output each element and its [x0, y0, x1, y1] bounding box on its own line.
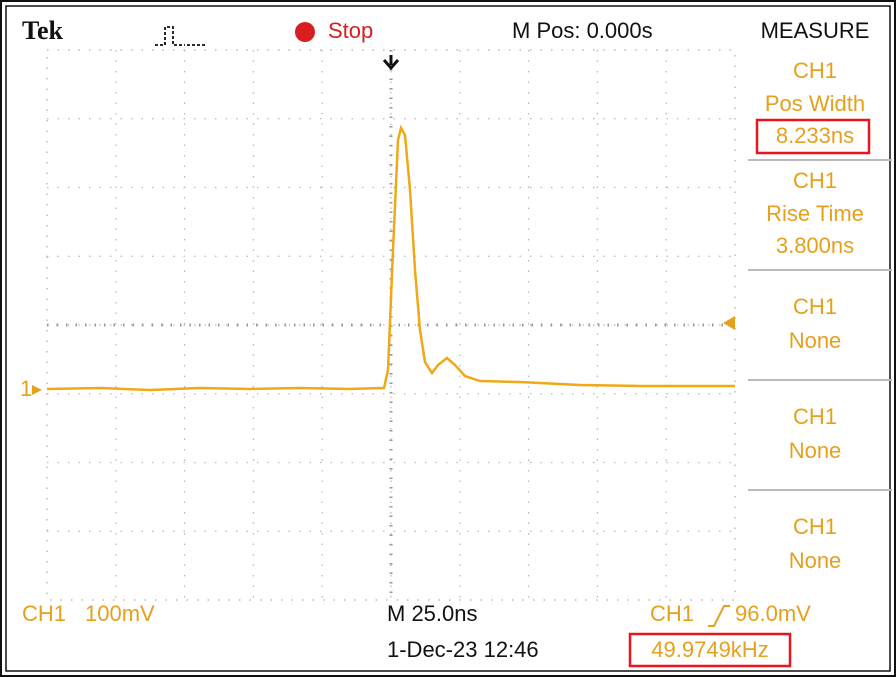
horizontal-position: M Pos: 0.000s — [512, 18, 653, 43]
channel-marker: 1 — [20, 376, 32, 401]
trigger-position-marker — [382, 55, 400, 71]
measure-value: 8.233ns — [776, 123, 854, 148]
measure-source: CH1 — [793, 58, 837, 83]
channel-scale: 100mV — [85, 601, 155, 626]
channel-arrow — [32, 385, 42, 395]
trigger-level: 96.0mV — [735, 601, 811, 626]
measure-type: Pos Width — [765, 91, 865, 116]
acquire-icon — [155, 26, 205, 46]
timebase: M 25.0ns — [387, 601, 478, 626]
trigger-source: CH1 — [650, 601, 694, 626]
trigger-level-marker — [723, 316, 735, 330]
frequency: 49.9749kHz — [651, 637, 768, 662]
measure-value: 3.800ns — [776, 233, 854, 258]
trigger-slope-icon — [708, 605, 730, 627]
measure-type: None — [789, 548, 842, 573]
channel-label: CH1 — [22, 601, 66, 626]
highlight-box — [628, 632, 792, 668]
measure-panel: CH1 Pos Width 8.233ns CH1 Rise Time 3.800ns CH… — [748, 58, 892, 573]
measure-source: CH1 — [793, 404, 837, 429]
highlight-box — [755, 118, 871, 155]
logo: Tek — [22, 16, 63, 45]
run-status: Stop — [328, 18, 373, 43]
stop-icon — [295, 22, 315, 42]
inner-frame — [5, 5, 891, 672]
graticule — [46, 49, 736, 601]
measure-type: Rise Time — [766, 201, 864, 226]
waveform — [46, 124, 735, 392]
measure-type: None — [789, 328, 842, 353]
measure-source: CH1 — [793, 514, 837, 539]
measure-source: CH1 — [793, 294, 837, 319]
menu-title: MEASURE — [761, 18, 870, 43]
datetime: 1-Dec-23 12:46 — [387, 637, 539, 662]
measure-type: None — [789, 438, 842, 463]
measure-source: CH1 — [793, 168, 837, 193]
